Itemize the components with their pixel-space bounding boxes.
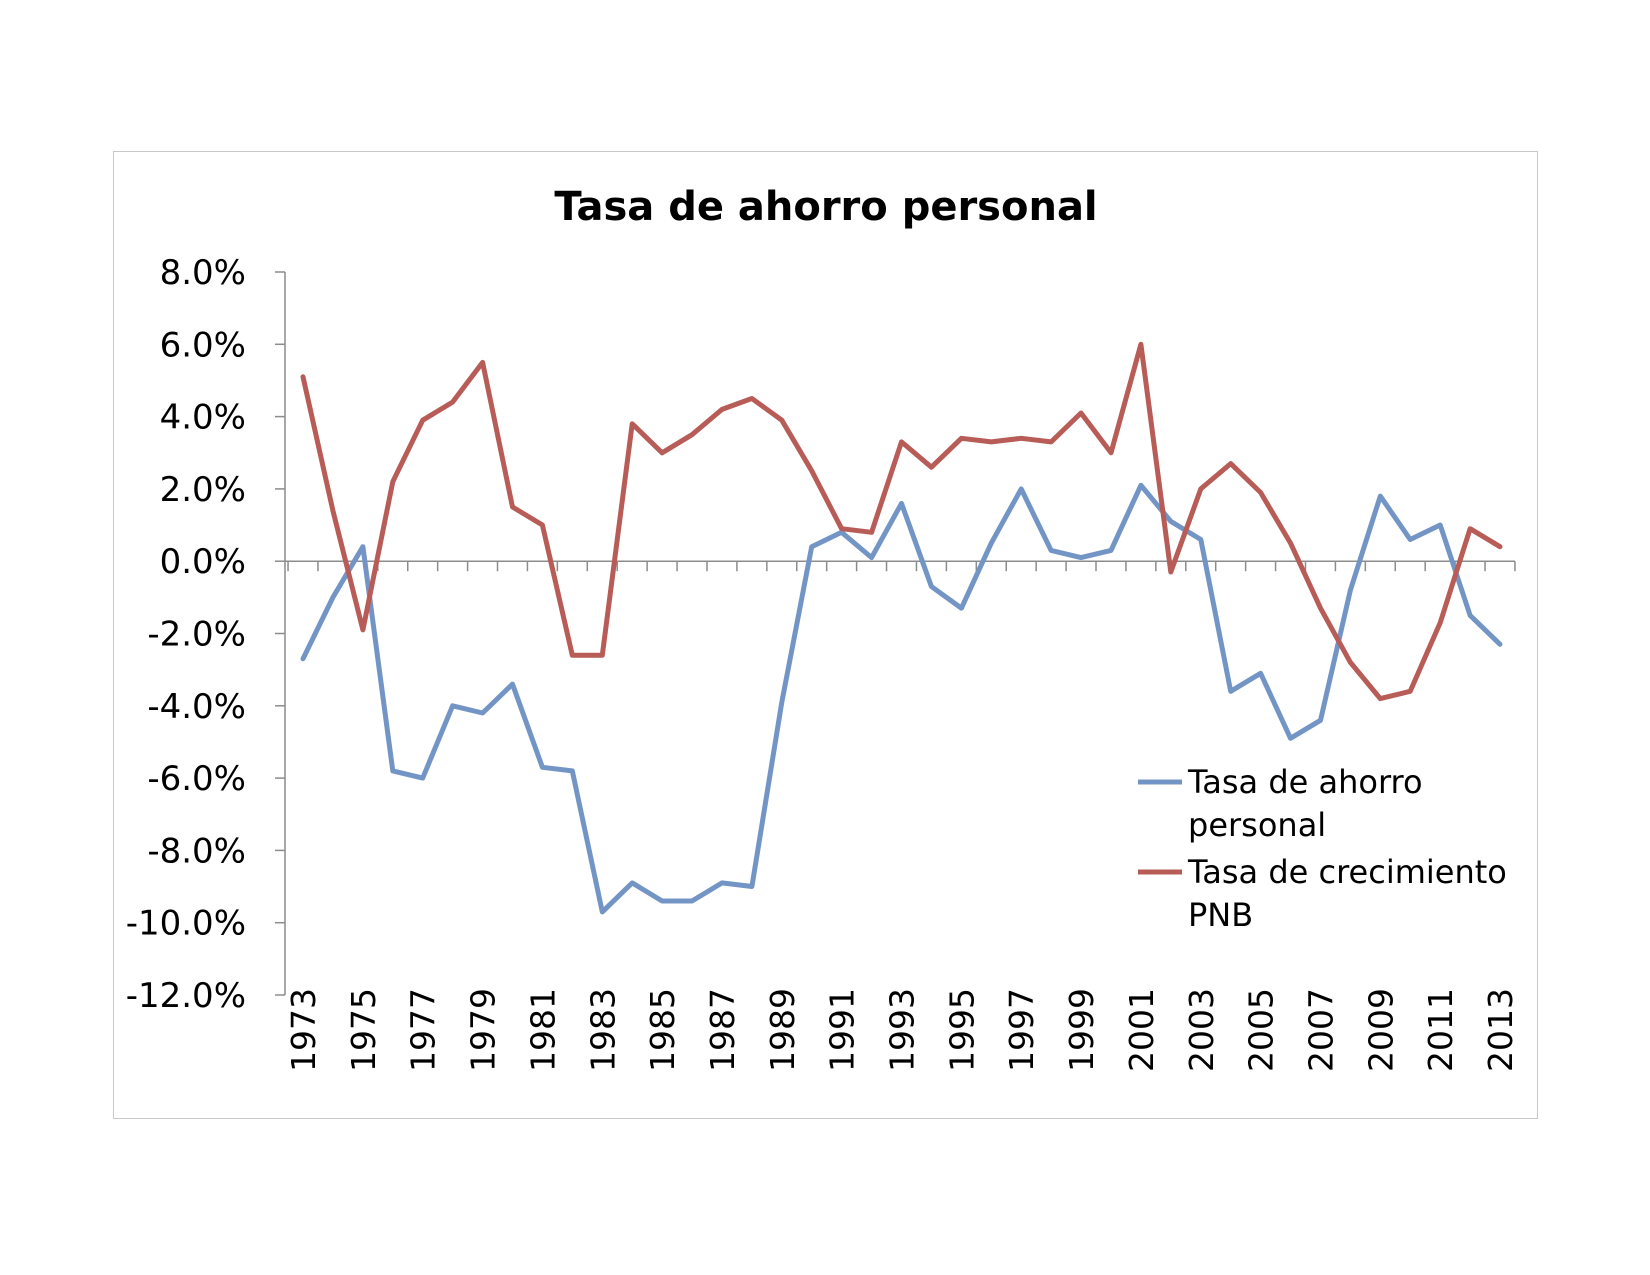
y-axis-ticks: -12.0% -10.0% -8.0% -6.0% -4.0% -2.0% 0.0% 2.0%… xyxy=(126,253,285,1016)
x-tick-label: 1985 xyxy=(643,988,682,1072)
chart-frame xyxy=(113,151,1538,1119)
x-tick-label: 1983 xyxy=(583,988,622,1072)
x-tick-label: 1999 xyxy=(1062,988,1101,1072)
x-tick-label: 1989 xyxy=(763,988,802,1072)
y-tick-label: -6.0% xyxy=(147,759,246,799)
x-tick-label: 2007 xyxy=(1301,988,1340,1072)
x-tick-label: 1987 xyxy=(703,988,742,1072)
x-tick-label: 1973 xyxy=(284,988,323,1072)
x-tick-label: 1997 xyxy=(1002,988,1041,1072)
y-tick-label: -12.0% xyxy=(126,976,246,1016)
legend-label: Tasa de crecimiento xyxy=(1187,853,1507,891)
x-tick-label: 1979 xyxy=(464,988,503,1072)
series-lines xyxy=(300,341,1503,915)
legend-label: PNB xyxy=(1188,896,1253,934)
x-tick-label: 2011 xyxy=(1421,988,1460,1072)
x-tick-label: 2009 xyxy=(1361,988,1400,1072)
y-tick-label: 4.0% xyxy=(160,398,246,438)
y-tick-label: 8.0% xyxy=(160,253,246,293)
legend-label: Tasa de ahorro xyxy=(1187,763,1423,801)
x-axis-ticks: 1973 1975 1977 1979 1981 1983 1985 1987 1989 1991… xyxy=(284,561,1520,1072)
legend-label: personal xyxy=(1188,806,1326,844)
x-tick-label: 1977 xyxy=(404,988,443,1072)
series-line-1 xyxy=(300,482,1503,915)
x-tick-label: 1981 xyxy=(523,988,562,1072)
y-tick-label: -2.0% xyxy=(147,615,246,655)
chart-title: Tasa de ahorro personal xyxy=(554,184,1097,230)
legend: Tasa de ahorro personal Tasa de crecimient… xyxy=(1138,763,1507,934)
x-tick-label: 2013 xyxy=(1481,988,1520,1072)
x-tick-label: 1995 xyxy=(942,988,981,1072)
y-tick-label: 0.0% xyxy=(160,542,246,582)
y-tick-label: 2.0% xyxy=(160,470,246,510)
series-line-2 xyxy=(300,341,1503,702)
y-tick-label: -10.0% xyxy=(126,904,246,944)
x-tick-label: 2003 xyxy=(1182,988,1221,1072)
x-tick-label: 1991 xyxy=(823,988,862,1072)
x-tick-label: 2005 xyxy=(1242,988,1281,1072)
x-tick-label: 1993 xyxy=(883,988,922,1072)
x-tick-label: 2001 xyxy=(1122,988,1161,1072)
y-tick-label: -4.0% xyxy=(147,687,246,727)
y-tick-label: -8.0% xyxy=(147,831,246,871)
x-tick-label: 1975 xyxy=(344,988,383,1072)
y-tick-label: 6.0% xyxy=(160,325,246,365)
